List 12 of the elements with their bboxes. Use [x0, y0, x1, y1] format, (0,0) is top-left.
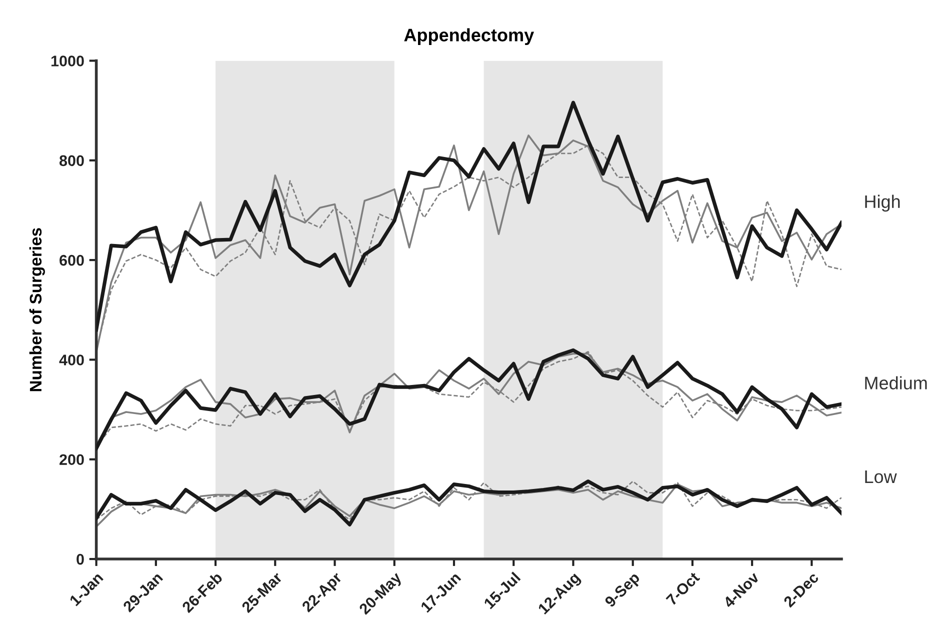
chart-title: Appendectomy: [404, 28, 534, 46]
y-axis-title: Number of Surgeries: [29, 228, 45, 392]
y-tick-label: 0: [76, 554, 84, 565]
y-tick-label: 600: [60, 254, 84, 266]
line-series: [96, 100, 842, 332]
y-tick-label: 1000: [51, 56, 84, 66]
y-tick-label: 800: [59, 155, 84, 166]
text: Medium: [865, 376, 927, 390]
text: Low: [865, 470, 897, 484]
text: High: [865, 194, 900, 212]
y-tick-label: 400: [59, 354, 84, 366]
y-tick-label: 200: [60, 454, 84, 466]
